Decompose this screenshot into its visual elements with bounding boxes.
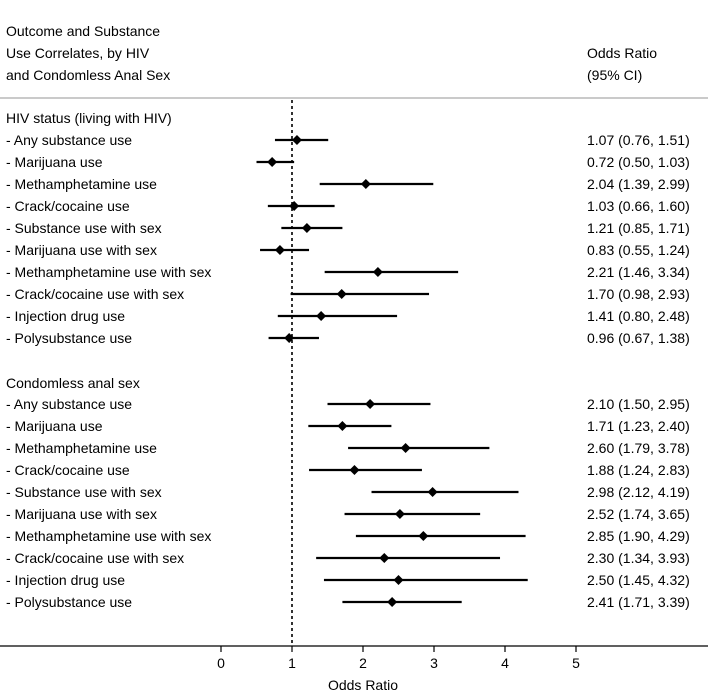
row-label: - Methamphetamine use (6, 440, 157, 456)
row-value: 2.50 (1.45, 4.32) (587, 572, 690, 588)
x-tick-label: 2 (359, 655, 367, 671)
point-estimate (379, 553, 390, 563)
point-estimate (394, 509, 405, 519)
point-estimate (284, 333, 295, 343)
point-estimate (289, 201, 300, 211)
row-label: - Marijuana use with sex (6, 242, 157, 258)
point-estimate (393, 575, 404, 585)
row-label: - Marijuana use (6, 418, 103, 434)
row-label: - Injection drug use (6, 572, 125, 588)
row-label: - Crack/cocaine use with sex (6, 550, 184, 566)
x-axis-label: Odds Ratio (328, 677, 398, 693)
point-estimate (387, 597, 398, 607)
row-label: - Methamphetamine use with sex (6, 264, 211, 280)
point-estimate (365, 399, 376, 409)
point-estimate (360, 179, 371, 189)
row-label: - Crack/cocaine use (6, 198, 130, 214)
row-label: - Substance use with sex (6, 484, 162, 500)
point-estimate (267, 157, 278, 167)
row-label: - Any substance use (6, 132, 132, 148)
point-estimate (400, 443, 411, 453)
header-left: Outcome and Substance Use Correlates, by… (6, 23, 170, 83)
x-tick-label: 5 (572, 655, 580, 671)
point-estimate (418, 531, 429, 541)
point-estimate (291, 135, 302, 145)
row-value: 2.10 (1.50, 2.95) (587, 396, 690, 412)
x-tick-label: 1 (288, 655, 296, 671)
header-left-line-3: and Condomless Anal Sex (6, 67, 170, 83)
row-value: 1.03 (0.66, 1.60) (587, 198, 690, 214)
row-label: - Any substance use (6, 396, 132, 412)
header-left-line-1: Outcome and Substance (6, 23, 160, 39)
point-estimate (427, 487, 438, 497)
row-value: 1.21 (0.85, 1.71) (587, 220, 690, 236)
rows: HIV status (living with HIV) - Any substa… (6, 110, 690, 610)
row-label: - Polysubstance use (6, 330, 132, 346)
header-right-line-2: (95% CI) (587, 67, 642, 83)
row-value: 1.70 (0.98, 2.93) (587, 286, 690, 302)
header-left-line-2: Use Correlates, by HIV (6, 45, 150, 61)
points (256, 135, 528, 607)
row-label: - Methamphetamine use with sex (6, 528, 211, 544)
point-estimate (349, 465, 360, 475)
header-right-line-1: Odds Ratio (587, 45, 657, 61)
row-label: - Injection drug use (6, 308, 125, 324)
row-value: 1.71 (1.23, 2.40) (587, 418, 690, 434)
row-value: 2.52 (1.74, 3.65) (587, 506, 690, 522)
point-estimate (301, 223, 312, 233)
header-right: Odds Ratio (95% CI) (587, 45, 657, 83)
point-estimate (274, 245, 285, 255)
row-value: 2.04 (1.39, 2.99) (587, 176, 690, 192)
row-value: 0.72 (0.50, 1.03) (587, 154, 690, 170)
row-value: 2.60 (1.79, 3.78) (587, 440, 690, 456)
x-tick-label: 0 (217, 655, 225, 671)
point-estimate (316, 311, 327, 321)
x-tick-label: 3 (430, 655, 438, 671)
row-value: 0.96 (0.67, 1.38) (587, 330, 690, 346)
group-title: HIV status (living with HIV) (6, 110, 172, 126)
group-title: Condomless anal sex (6, 375, 140, 391)
row-value: 1.88 (1.24, 2.83) (587, 462, 690, 478)
row-label: - Marijuana use (6, 154, 103, 170)
row-value: 2.21 (1.46, 3.34) (587, 264, 690, 280)
point-estimate (336, 289, 347, 299)
row-value: 2.98 (2.12, 4.19) (587, 484, 690, 500)
row-value: 1.41 (0.80, 2.48) (587, 308, 690, 324)
row-label: - Crack/cocaine use with sex (6, 286, 184, 302)
row-label: - Substance use with sex (6, 220, 162, 236)
row-label: - Marijuana use with sex (6, 506, 157, 522)
point-estimate (372, 267, 383, 277)
row-label: - Methamphetamine use (6, 176, 157, 192)
point-estimate (337, 421, 348, 431)
row-value: 0.83 (0.55, 1.24) (587, 242, 690, 258)
x-ticks: 0 1 2 3 4 5 (217, 646, 580, 671)
row-value: 1.07 (0.76, 1.51) (587, 132, 690, 148)
row-value: 2.41 (1.71, 3.39) (587, 594, 690, 610)
row-label: - Polysubstance use (6, 594, 132, 610)
x-tick-label: 4 (501, 655, 509, 671)
row-value: 2.30 (1.34, 3.93) (587, 550, 690, 566)
row-value: 2.85 (1.90, 4.29) (587, 528, 690, 544)
row-label: - Crack/cocaine use (6, 462, 130, 478)
